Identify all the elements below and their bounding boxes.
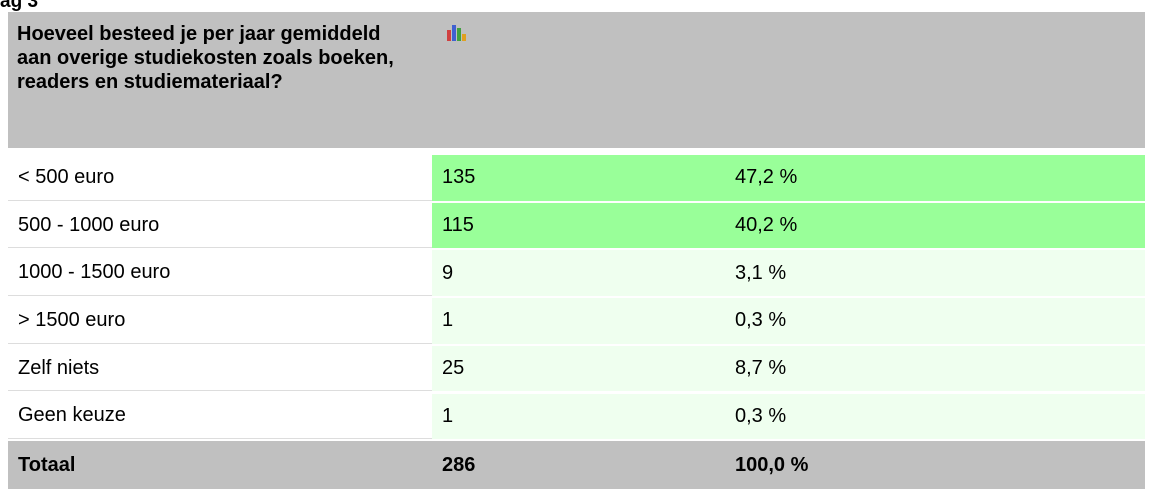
count-cell: 25 <box>432 345 725 392</box>
count-cell: 115 <box>432 202 725 249</box>
count-cell: 1 <box>432 298 725 344</box>
percent-cell: 3,1 % <box>725 250 1145 297</box>
percent-cell: 8,7 % <box>725 345 1145 392</box>
row-label: Zelf niets <box>8 345 432 392</box>
count-cell: 135 <box>432 155 725 201</box>
chart-icon <box>447 25 466 41</box>
row-label: 500 - 1000 euro <box>8 202 432 249</box>
row-label: < 500 euro <box>8 155 432 201</box>
total-percent: 100,0 % <box>725 441 1145 489</box>
percent-cell: 0,3 % <box>725 393 1145 440</box>
percent-cell: 47,2 % <box>725 155 1145 201</box>
row-label: > 1500 euro <box>8 298 432 344</box>
total-label: Totaal <box>8 441 432 489</box>
total-count: 286 <box>432 441 725 489</box>
count-cell: 1 <box>432 393 725 440</box>
row-label: Geen keuze <box>8 393 432 440</box>
percent-cell: 40,2 % <box>725 202 1145 249</box>
heading: ag 3 <box>0 0 39 12</box>
header-row <box>8 12 1145 148</box>
count-cell: 9 <box>432 250 725 297</box>
percent-cell: 0,3 % <box>725 298 1145 344</box>
row-label: 1000 - 1500 euro <box>8 250 432 297</box>
header-text: Hoeveel besteed je per jaar gemiddeld aa… <box>17 23 394 93</box>
